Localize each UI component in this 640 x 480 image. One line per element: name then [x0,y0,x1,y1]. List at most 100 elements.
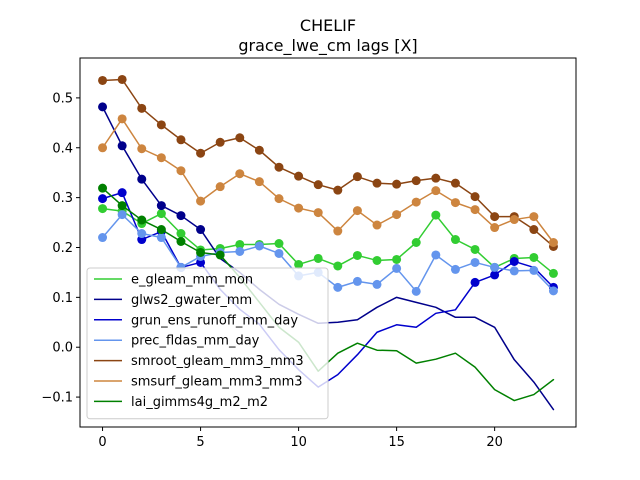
data-point [98,204,108,214]
data-point [352,276,362,286]
data-point [313,208,323,218]
data-point [294,259,304,269]
y-tick-label: 0.2 [52,241,73,256]
data-point [196,247,206,257]
data-point [176,229,186,239]
data-point [196,196,206,206]
data-point [137,103,147,113]
data-point [529,212,539,222]
chart-title: CHELIF [300,16,356,35]
data-point [470,205,480,215]
data-point [470,257,480,267]
y-tick-label: 0.3 [52,191,73,206]
x-tick-label: 15 [388,435,405,450]
data-point [117,141,127,151]
data-point [274,194,284,204]
data-point [392,179,402,189]
data-point [431,186,441,196]
x-tick-label: 0 [98,435,106,450]
data-point [156,233,166,243]
data-point [450,264,460,274]
data-point [490,270,500,280]
data-point [392,210,402,220]
legend-label: glws2_gwater_mm [131,293,252,308]
data-point [548,268,558,278]
data-point [294,203,304,213]
data-point [372,178,382,188]
data-point [235,239,245,249]
y-tick-label: 0.1 [52,291,73,306]
data-point [196,148,206,158]
data-point [313,253,323,263]
data-point [254,145,264,155]
data-point [392,263,402,273]
data-point [490,262,500,272]
data-point [117,74,127,84]
data-point [529,225,539,235]
data-point [352,250,362,260]
legend-label: prec_fldas_mm_day [131,334,260,349]
data-point [117,201,127,211]
x-tick-label: 20 [486,435,503,450]
data-point [137,215,147,225]
data-point [156,120,166,130]
data-point [313,180,323,190]
data-point [235,133,245,143]
data-point [372,279,382,289]
data-point [450,178,460,188]
data-point [156,225,166,235]
data-point [470,277,480,287]
legend-label: smsurf_gleam_mm3_mm3 [131,375,303,390]
data-point [548,238,558,247]
data-point [470,192,480,202]
data-point [215,250,225,260]
chart-subtitle: grace_lwe_cm lags [X] [238,36,417,56]
data-point [529,265,539,275]
data-point [333,261,343,271]
data-point [235,169,245,179]
legend-label: e_gleam_mm_mon [131,273,253,288]
data-point [137,174,147,184]
data-point [431,173,441,183]
data-point [98,143,108,153]
legend-box [86,267,329,420]
data-point [411,197,421,207]
data-point [392,254,402,264]
data-point [411,238,421,247]
data-point [431,210,441,220]
data-point [509,266,519,276]
data-point [156,201,166,211]
y-tick-label: 0.4 [52,141,73,156]
data-point [411,176,421,186]
data-point [176,135,186,145]
data-point [176,166,186,176]
data-point [450,198,460,208]
data-point [529,252,539,262]
data-point [490,212,500,222]
data-point [176,211,186,221]
data-point [509,215,519,225]
data-point [98,183,108,193]
x-tick-label: 5 [196,435,204,450]
data-point [490,223,500,233]
data-point [215,137,225,147]
data-point [156,209,166,219]
data-point [137,229,147,239]
data-point [98,194,108,204]
data-point [117,210,127,220]
data-point [274,239,284,248]
data-point [254,177,264,187]
data-point [98,102,108,112]
data-point [235,246,245,256]
data-point [352,172,362,182]
y-tick-label: 0.5 [52,91,73,106]
data-point [333,282,343,292]
data-point [274,162,284,172]
data-point [372,255,382,265]
data-point [509,256,519,266]
data-point [450,235,460,245]
x-tick-label: 10 [290,435,307,450]
data-point [98,75,108,85]
legend-label: grun_ens_runoff_mm_day [131,313,298,328]
